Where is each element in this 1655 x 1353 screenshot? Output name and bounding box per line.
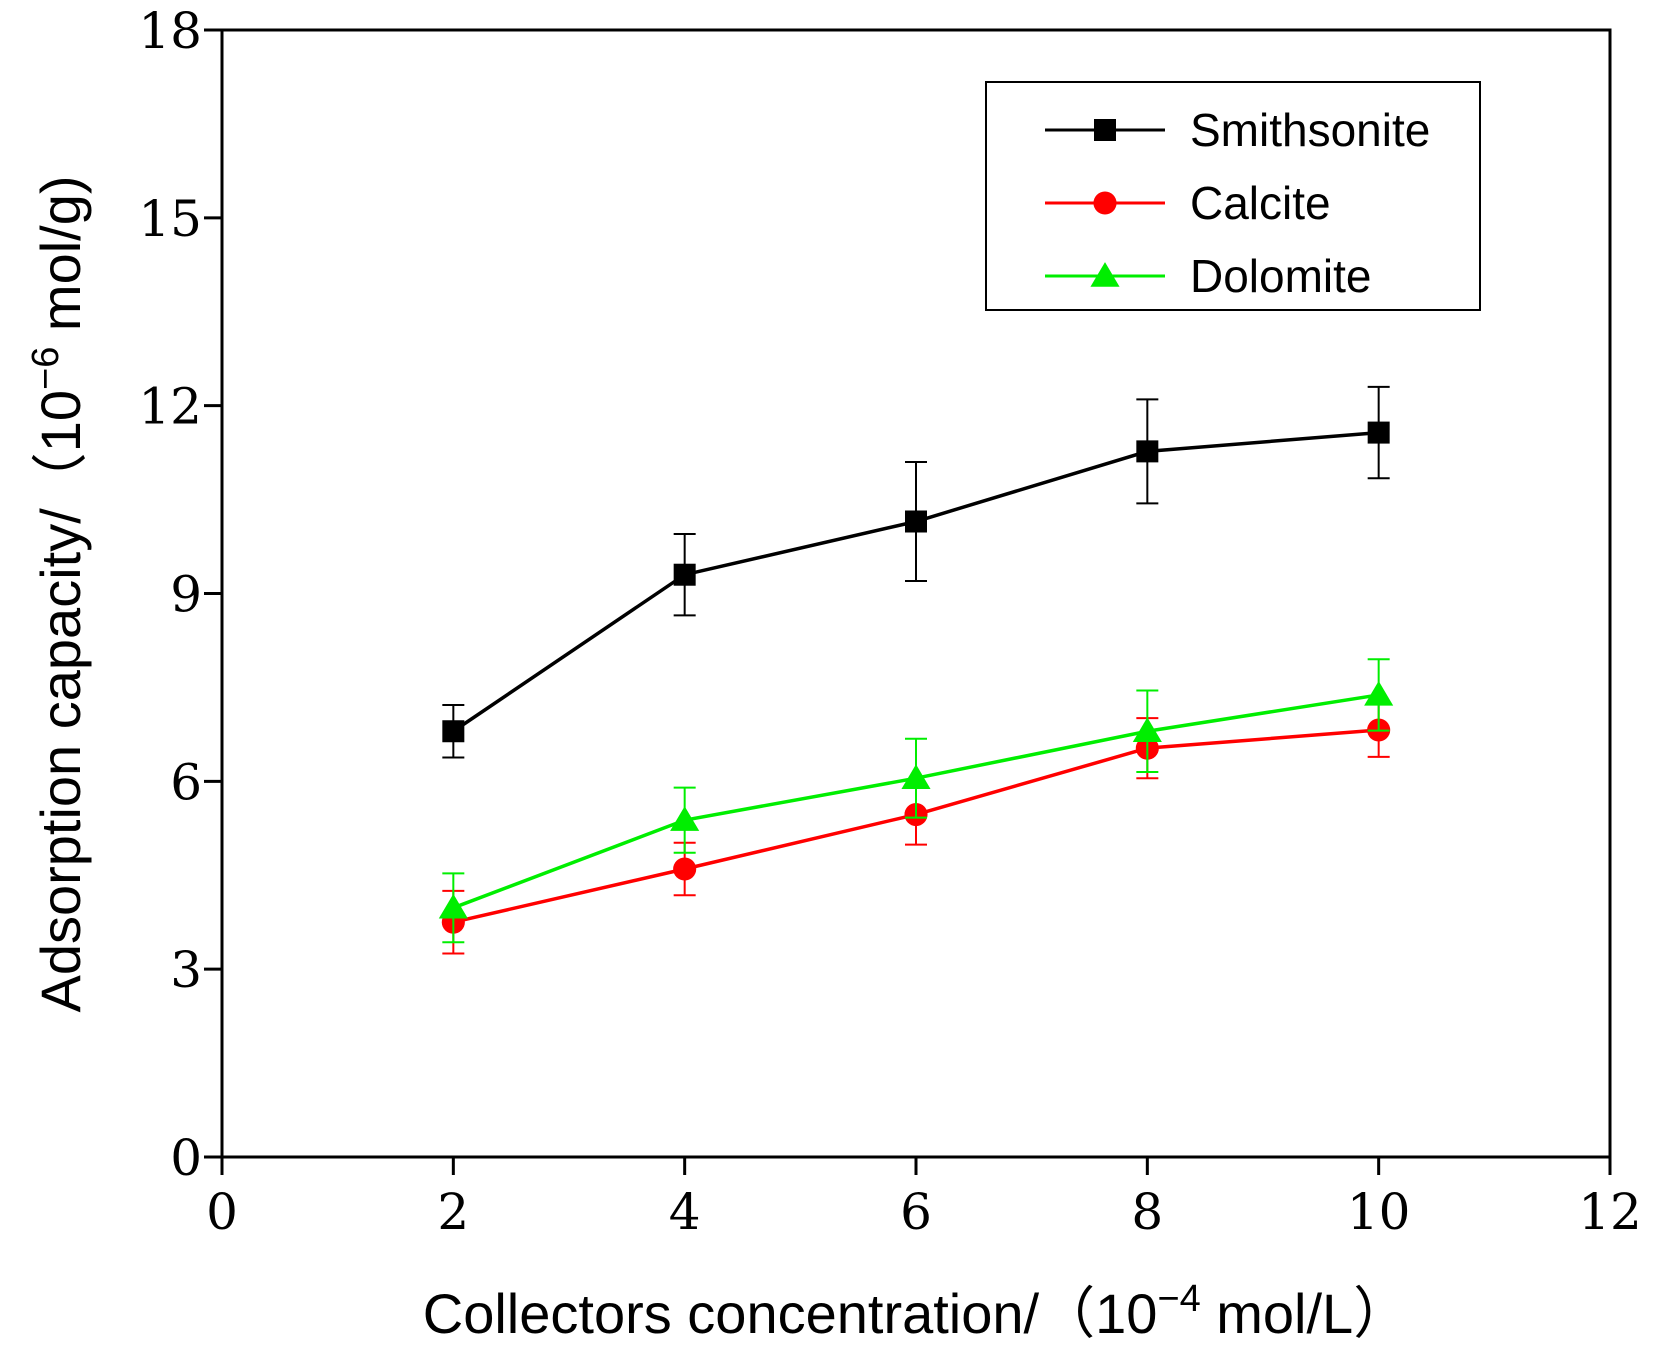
series-smithsonite — [442, 385, 1390, 759]
legend-box — [985, 81, 1481, 311]
x-axis-ticks: 0 2 4 6 8 10 12 — [206, 1157, 1642, 1241]
x-tick-label: 0 — [206, 1183, 238, 1241]
y-tick-label: 3 — [170, 941, 202, 999]
series-layer — [438, 385, 1394, 955]
y-tick-label: 15 — [138, 190, 202, 248]
data-point-dolomite — [670, 806, 700, 831]
legend-marker-calcite — [1093, 191, 1117, 215]
x-tick-label: 6 — [900, 1183, 932, 1241]
legend-marker-dolomite — [1090, 262, 1120, 287]
x-tick-label: 8 — [1131, 1183, 1163, 1241]
legend-item-calcite: Calcite — [1045, 177, 1331, 229]
y-tick-label: 12 — [138, 378, 202, 436]
data-point-calcite — [673, 857, 697, 881]
x-tick-label: 12 — [1578, 1183, 1642, 1241]
data-point-dolomite — [438, 893, 468, 919]
x-axis-label: Collectors concentration/（10−4 mol/L） — [423, 1278, 1409, 1345]
legend-label-dolomite: Dolomite — [1190, 250, 1372, 302]
data-point-smithsonite — [442, 720, 465, 743]
legend-label-smithsonite: Smithsonite — [1190, 104, 1430, 156]
y-axis-ticks: 0 3 6 9 12 15 18 — [138, 2, 222, 1187]
y-axis-label: Adsorption capacity/（10−6 mol/g) — [25, 175, 92, 1012]
data-point-dolomite — [1364, 681, 1394, 706]
data-point-dolomite — [1132, 717, 1162, 742]
x-tick-label: 4 — [669, 1183, 701, 1241]
legend-item-dolomite: Dolomite — [1045, 250, 1372, 302]
legend: Smithsonite Calcite Dolomite — [985, 81, 1481, 311]
legend-item-smithsonite: Smithsonite — [1045, 104, 1430, 156]
data-point-smithsonite — [1136, 440, 1159, 463]
x-tick-label: 10 — [1347, 1183, 1411, 1241]
legend-label-calcite: Calcite — [1190, 177, 1331, 229]
y-tick-label: 0 — [170, 1129, 202, 1187]
series-dolomite — [438, 658, 1394, 944]
y-tick-label: 9 — [170, 566, 202, 624]
x-tick-label: 2 — [437, 1183, 469, 1241]
data-point-smithsonite — [1367, 421, 1390, 444]
data-point-smithsonite — [905, 510, 927, 533]
data-point-smithsonite — [673, 563, 696, 586]
y-tick-label: 6 — [170, 753, 202, 811]
data-point-dolomite — [901, 764, 931, 789]
legend-marker-smithsonite — [1094, 119, 1116, 141]
y-tick-label: 18 — [138, 2, 202, 60]
